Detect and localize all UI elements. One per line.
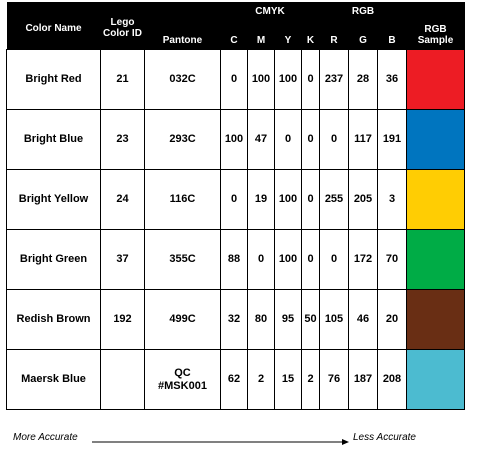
rgb-r: 105 [319, 289, 349, 350]
header-b: B [377, 22, 407, 50]
header-g: G [348, 22, 378, 50]
cmyk-c: 100 [220, 109, 248, 170]
color-swatch [407, 170, 464, 229]
cmyk-m: 100 [247, 49, 275, 110]
pantone-code: QC #MSK001 [144, 349, 221, 410]
lego-color-table: Color Name Lego Color ID Pantone CMYK RG… [6, 2, 465, 410]
lego-color-id: 37 [100, 229, 145, 290]
cmyk-y: 95 [274, 289, 302, 350]
rgb-b: 36 [377, 49, 407, 110]
pantone-code: 116C [144, 169, 221, 230]
lego-color-id: 192 [100, 289, 145, 350]
rgb-sample-cell [406, 229, 465, 290]
cmyk-c: 0 [220, 49, 248, 110]
color-swatch [407, 110, 464, 169]
lego-color-id [100, 349, 145, 410]
cmyk-y: 100 [274, 169, 302, 230]
rgb-g: 187 [348, 349, 378, 410]
color-swatch [407, 230, 464, 289]
pantone-code: 293C [144, 109, 221, 170]
header-lego-color-id: Lego Color ID [100, 2, 145, 50]
cmyk-k: 0 [301, 109, 320, 170]
header-c: C [220, 22, 248, 50]
cmyk-m: 80 [247, 289, 275, 350]
cmyk-m: 2 [247, 349, 275, 410]
header-k: K [301, 22, 320, 50]
rgb-r: 255 [319, 169, 349, 230]
table-row: Bright Blue 23 293C 100 47 0 0 0 117 191 [6, 109, 465, 170]
cmyk-y: 15 [274, 349, 302, 410]
header-y: Y [274, 22, 302, 50]
color-swatch [407, 350, 464, 409]
rgb-g: 117 [348, 109, 378, 170]
header-cmyk: CMYK [220, 2, 320, 22]
header-rgb-sample: RGB Sample [406, 2, 465, 50]
lego-color-id: 24 [100, 169, 145, 230]
rgb-b: 20 [377, 289, 407, 350]
cmyk-c: 88 [220, 229, 248, 290]
color-name: Bright Yellow [6, 169, 101, 230]
cmyk-c: 0 [220, 169, 248, 230]
rgb-g: 46 [348, 289, 378, 350]
table-row: Bright Red 21 032C 0 100 100 0 237 28 36 [6, 49, 465, 110]
cmyk-y: 100 [274, 229, 302, 290]
color-swatch [407, 290, 464, 349]
rgb-b: 208 [377, 349, 407, 410]
rgb-r: 76 [319, 349, 349, 410]
rgb-sample-cell [406, 169, 465, 230]
rgb-sample-cell [406, 289, 465, 350]
header-r: R [319, 22, 349, 50]
color-name: Bright Red [6, 49, 101, 110]
lego-color-id: 21 [100, 49, 145, 110]
table-row: Redish Brown 192 499C 32 80 95 50 105 46… [6, 289, 465, 350]
lego-color-id: 23 [100, 109, 145, 170]
pantone-code: 032C [144, 49, 221, 110]
cmyk-m: 19 [247, 169, 275, 230]
rgb-sample-cell [406, 349, 465, 410]
rgb-r: 0 [319, 229, 349, 290]
rgb-r: 0 [319, 109, 349, 170]
cmyk-k: 2 [301, 349, 320, 410]
rgb-sample-cell [406, 109, 465, 170]
table-row: Bright Yellow 24 116C 0 19 100 0 255 205… [6, 169, 465, 230]
rgb-b: 70 [377, 229, 407, 290]
color-name: Bright Green [6, 229, 101, 290]
rgb-b: 191 [377, 109, 407, 170]
color-table-wrapper: Color Name Lego Color ID Pantone CMYK RG… [6, 2, 465, 410]
rgb-g: 28 [348, 49, 378, 110]
accuracy-scale: More Accurate Less Accurate [13, 432, 483, 448]
rgb-g: 205 [348, 169, 378, 230]
cmyk-c: 32 [220, 289, 248, 350]
color-name: Bright Blue [6, 109, 101, 170]
color-name: Maersk Blue [6, 349, 101, 410]
header-pantone: Pantone [144, 2, 221, 50]
rgb-r: 237 [319, 49, 349, 110]
header-m: M [247, 22, 275, 50]
cmyk-k: 0 [301, 49, 320, 110]
more-accurate-label: More Accurate [13, 432, 78, 443]
rgb-sample-cell [406, 49, 465, 110]
header-color-name: Color Name [6, 2, 101, 50]
rgb-b: 3 [377, 169, 407, 230]
rgb-g: 172 [348, 229, 378, 290]
less-accurate-label: Less Accurate [353, 432, 416, 443]
pantone-code: 499C [144, 289, 221, 350]
pantone-code: 355C [144, 229, 221, 290]
cmyk-m: 0 [247, 229, 275, 290]
color-swatch [407, 50, 464, 109]
cmyk-c: 62 [220, 349, 248, 410]
color-name: Redish Brown [6, 289, 101, 350]
table-row: Bright Green 37 355C 88 0 100 0 0 172 70 [6, 229, 465, 290]
cmyk-y: 100 [274, 49, 302, 110]
table-row: Maersk Blue QC #MSK001 62 2 15 2 76 187 … [6, 349, 465, 410]
cmyk-k: 50 [301, 289, 320, 350]
cmyk-y: 0 [274, 109, 302, 170]
cmyk-k: 0 [301, 229, 320, 290]
cmyk-k: 0 [301, 169, 320, 230]
accuracy-arrow-icon [92, 439, 349, 445]
cmyk-m: 47 [247, 109, 275, 170]
header-rgb: RGB [319, 2, 407, 22]
